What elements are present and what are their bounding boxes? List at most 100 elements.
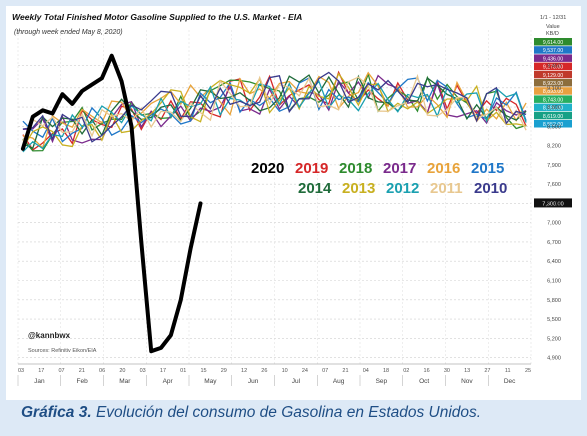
y-tick-label: 4,900: [547, 356, 561, 362]
x-tick-label: 04: [363, 368, 369, 374]
x-tick-label: 18: [383, 368, 389, 374]
legend-year-2018: 2018: [339, 160, 372, 177]
month-label: Jun: [248, 378, 259, 385]
series-line-2011: [22, 73, 527, 142]
y-tick-label: 6,100: [547, 279, 561, 285]
x-tick-label: 21: [79, 368, 85, 374]
point-2020: [60, 92, 64, 96]
value-header: Value: [546, 24, 560, 30]
legend-value-label: 8,619.00: [543, 114, 563, 120]
legend-value-box: [534, 62, 572, 71]
x-tick-label: 27: [484, 368, 490, 374]
value-unit: KB/D: [546, 31, 559, 37]
x-tick-label: 30: [444, 368, 450, 374]
x-tick-label: 26: [261, 368, 267, 374]
month-label: May: [204, 378, 217, 385]
grid: [17, 30, 532, 364]
legend-value-box: [534, 54, 572, 62]
x-tick-label: 07: [58, 368, 64, 374]
point-2020: [120, 79, 124, 83]
point-2020: [198, 201, 203, 205]
watermark: @kannbwx: [28, 331, 71, 340]
legend-value-label: 9,614.00: [543, 40, 563, 46]
legend-year-2019: 2019: [295, 160, 328, 177]
legend-value-label: 8,923.00: [543, 81, 563, 87]
legend-value-box: [534, 46, 572, 54]
y-tick-label: 5,200: [547, 336, 561, 342]
x-tick-label: 21: [342, 368, 348, 374]
x-tick-label: 16: [424, 368, 430, 374]
legend-value-label: 8,893.00: [543, 89, 563, 95]
x-axis: 03 17 07 21 06 20 03 17 01 15 29 12 26 10 24 07 21 04 18 02…: [17, 363, 531, 386]
legend-value-label: 8,552.00: [543, 122, 563, 128]
y-tick-label: 8,800: [547, 105, 561, 111]
month-label: Apr: [163, 378, 174, 385]
x-tick-label: 02: [403, 368, 409, 374]
month-label: Nov: [461, 378, 473, 385]
legend-year-2015: 2015: [471, 160, 504, 177]
last-value-box: [534, 198, 572, 208]
y-tick-label: 5,800: [547, 298, 561, 304]
month-label: Mar: [119, 378, 131, 385]
caption-text: Evolución del consumo de Gasolina en Est…: [91, 404, 482, 421]
chart-title: Weekly Total Finished Motor Gasoline Sup…: [12, 12, 302, 22]
x-tick-label: 03: [18, 368, 24, 374]
x-tick-label: 20: [119, 368, 125, 374]
point-2020: [21, 147, 25, 151]
historical-series: [22, 70, 527, 153]
y-axis: 9,450 9,100 8,800 8,500 8,200 7,900 7,600 7,300…: [547, 63, 561, 361]
month-label: Aug: [333, 378, 345, 385]
point-2020: [159, 346, 163, 350]
point-2020: [41, 108, 45, 112]
y-tick-label: 7,600: [547, 182, 561, 188]
legend-value-label: 9,537.00: [543, 48, 563, 54]
last-value-label: 7,300.00: [542, 201, 563, 207]
year-legend: 2020 2019 2018 2017 2016 2015 2014 2013 2012 2011…: [251, 160, 507, 197]
legend-value-box: [534, 111, 572, 120]
caption-label: Gráfica 3.: [21, 404, 92, 421]
x-tick-label: 25: [525, 368, 531, 374]
x-tick-label: 01: [180, 368, 186, 374]
point-2020: [90, 83, 94, 87]
legend-value-label: 9,278.00: [543, 65, 563, 71]
legend-value-label: 8,743.00: [543, 97, 563, 103]
month-label: Jan: [34, 378, 45, 385]
point-2020: [110, 54, 114, 58]
point-2020: [50, 111, 55, 116]
point-2020: [31, 115, 35, 119]
x-tick-label: 03: [140, 368, 146, 374]
chart-subtitle: (through week ended May 8, 2020): [14, 29, 123, 36]
x-tick-label: 29: [221, 368, 227, 374]
point-2020: [80, 89, 84, 93]
legend-year-2013: 2013: [342, 180, 375, 197]
x-tick-label: 17: [160, 368, 166, 374]
x-tick-label: 17: [38, 368, 44, 374]
y-tick-label: 7,900: [547, 163, 561, 169]
legend-values: 9,614.00 9,537.00 9,436.00 9,278.00 9,129.00…: [534, 38, 572, 208]
month-label: Sep: [376, 378, 388, 385]
legend-year-2010: 2010: [474, 180, 507, 197]
legend-value-box: [534, 95, 572, 103]
legend-year-2016: 2016: [427, 160, 460, 177]
series-2020: [20, 53, 203, 354]
x-tick-label: 10: [282, 368, 288, 374]
legend-value-label: 9,436.00: [543, 56, 563, 62]
series-line-2010: [22, 71, 527, 143]
y-tick-label: 6,700: [547, 240, 561, 246]
y-tick-label: 9,450: [547, 63, 561, 69]
point-2020: [139, 240, 143, 244]
point-2020: [129, 124, 134, 128]
y-tick-label: 7,300: [547, 201, 561, 207]
x-tick-label: 15: [200, 368, 206, 374]
point-2020: [169, 333, 173, 337]
series-line-2016: [22, 71, 527, 150]
series-line-2017: [22, 74, 527, 144]
legend-year-2014: 2014: [298, 180, 332, 197]
gasoline-chart: Weekly Total Finished Motor Gasoline Sup…: [12, 12, 572, 386]
point-2020: [189, 246, 193, 250]
point-2020: [70, 102, 74, 106]
month-label: Oct: [419, 378, 429, 385]
point-2020: [179, 298, 183, 302]
legend-value-label: 8,680.00: [543, 106, 563, 112]
legend-value-box: [534, 103, 572, 112]
